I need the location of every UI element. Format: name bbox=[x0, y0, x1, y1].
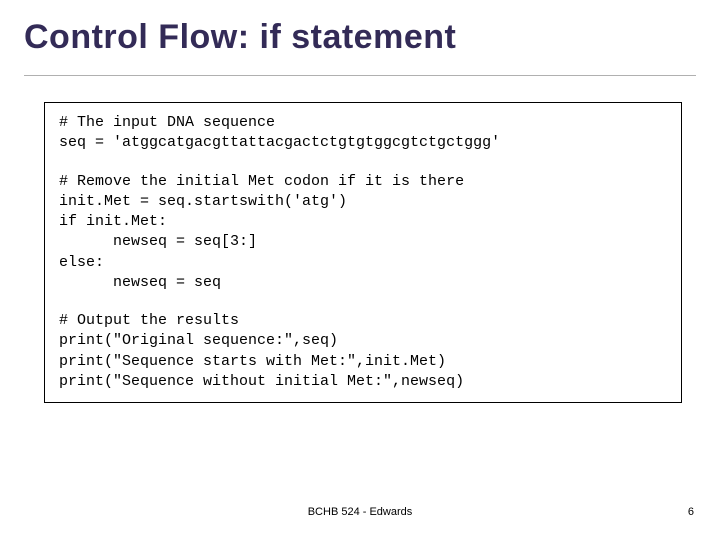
title-underline bbox=[24, 75, 696, 76]
code-line: print("Sequence without initial Met:",ne… bbox=[59, 372, 667, 392]
code-box: # The input DNA sequence seq = 'atggcatg… bbox=[44, 102, 682, 403]
code-line: if init.Met: bbox=[59, 212, 667, 232]
code-block-3: # Output the results print("Original seq… bbox=[59, 311, 667, 392]
code-line: # Remove the initial Met codon if it is … bbox=[59, 172, 667, 192]
code-line: # Output the results bbox=[59, 311, 667, 331]
page-number: 6 bbox=[688, 506, 694, 518]
slide: Control Flow: if statement # The input D… bbox=[0, 0, 720, 540]
code-line: newseq = seq bbox=[59, 273, 667, 293]
footer-text: BCHB 524 - Edwards bbox=[0, 506, 720, 518]
code-line: newseq = seq[3:] bbox=[59, 232, 667, 252]
code-block-2: # Remove the initial Met codon if it is … bbox=[59, 172, 667, 294]
code-line: else: bbox=[59, 253, 667, 273]
code-line: seq = 'atggcatgacgttattacgactctgtgtggcgt… bbox=[59, 133, 667, 153]
code-line: # The input DNA sequence bbox=[59, 113, 667, 133]
code-line: print("Sequence starts with Met:",init.M… bbox=[59, 352, 667, 372]
code-block-1: # The input DNA sequence seq = 'atggcatg… bbox=[59, 113, 667, 154]
code-line: init.Met = seq.startswith('atg') bbox=[59, 192, 667, 212]
code-line: print("Original sequence:",seq) bbox=[59, 331, 667, 351]
slide-title: Control Flow: if statement bbox=[24, 18, 696, 57]
